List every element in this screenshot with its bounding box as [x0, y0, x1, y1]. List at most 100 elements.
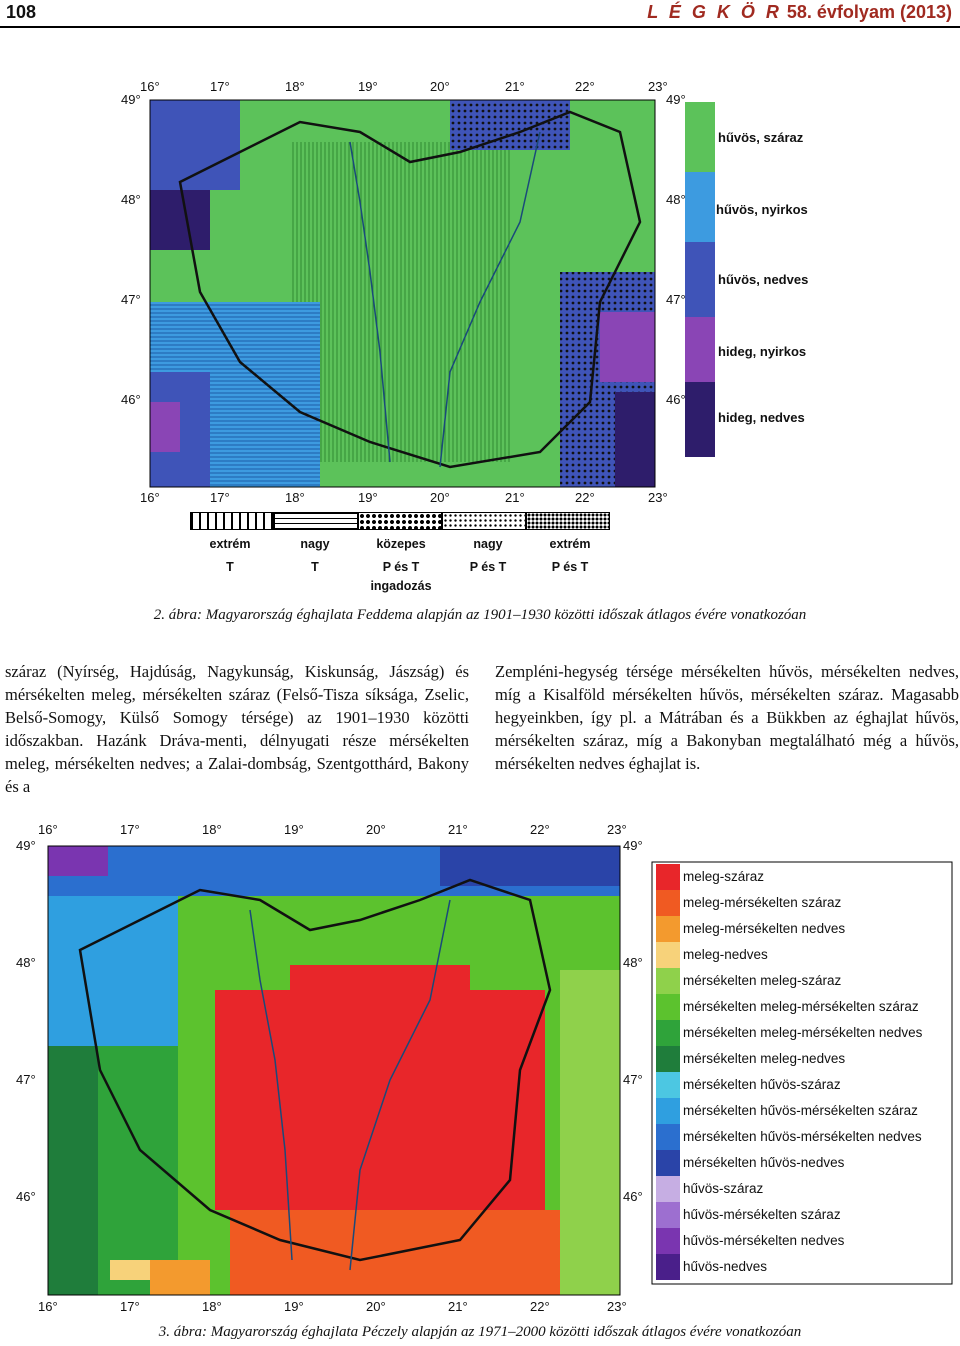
f3-legend-swatch-10: [656, 1124, 680, 1150]
f3-lon-top-23: 23°: [607, 822, 627, 837]
f3-legend-swatch-1: [656, 890, 680, 916]
f3-lon-bottom-19: 19°: [284, 1299, 304, 1314]
f2-lat-right-48: 48°: [666, 192, 686, 207]
legend-swatch-cool-wet: [685, 242, 715, 317]
pattern-label-line: ingadozás: [370, 579, 432, 593]
tisza-river: [349, 899, 451, 1271]
f3-legend-label-7: mérsékelten meleg-nedves: [683, 1051, 846, 1066]
f3-lat-right-47: 47°: [623, 1072, 643, 1087]
f3-lon-bottom-23: 23°: [607, 1299, 627, 1314]
body-text-right: Zempléni-hegység térsége mérsékelten hűv…: [495, 662, 959, 773]
nw-cool-zone: [48, 896, 178, 1046]
f2-lon-bottom-18: 18°: [285, 490, 305, 505]
f2-lon-top-23: 23°: [648, 79, 668, 94]
f3-legend-label-8: mérsékelten hűvös-száraz: [683, 1077, 841, 1092]
journal-volume: 58. évfolyam (2013): [781, 2, 952, 22]
pattern-label-large-t: nagy T: [280, 535, 350, 577]
pattern-large-t: [274, 512, 358, 530]
pattern-label-large-p-t: nagy P és T: [448, 535, 528, 577]
vertical-hatch-zone: [290, 142, 510, 462]
f3-legend-swatch-6: [656, 1020, 680, 1046]
f2-lon-top-17: 17°: [210, 79, 230, 94]
pattern-medium-p-t: [358, 512, 442, 530]
pattern-label-line: nagy: [300, 537, 330, 551]
pattern-label-line: nagy: [473, 537, 503, 551]
hungary-border: [78, 878, 552, 1262]
f3-legend-label-3: meleg-nedves: [683, 947, 768, 962]
f3-lon-bottom-18: 18°: [202, 1299, 222, 1314]
f3-legend-swatch-13: [656, 1202, 680, 1228]
f3-legend-label-4: mérsékelten meleg-száraz: [683, 973, 842, 988]
pattern-label-line: T: [311, 560, 319, 574]
f3-lat-left-49: 49°: [16, 838, 36, 853]
north-dotted-zone: [450, 100, 570, 150]
f3-lat-left-47: 47°: [16, 1072, 36, 1087]
f3-lon-top-18: 18°: [202, 822, 222, 837]
danube-river: [249, 909, 293, 1261]
f3-lon-bottom-17: 17°: [120, 1299, 140, 1314]
sw-cold-humid: [150, 402, 180, 452]
f3-lon-top-21: 21°: [448, 822, 468, 837]
sw-warm-wet-zone: [110, 1260, 150, 1280]
f3-legend-swatch-7: [656, 1046, 680, 1072]
legend-swatch-cool-dry: [685, 102, 715, 172]
f3-legend-swatch-9: [656, 1098, 680, 1124]
f3-legend-swatch-3: [656, 942, 680, 968]
pattern-label-line: extrém: [549, 537, 591, 551]
f3-lon-top-16: 16°: [38, 822, 58, 837]
legend-swatch-cool-humid: [685, 172, 715, 242]
pattern-label-line: P és T: [469, 560, 507, 574]
central-warm-dry-zone: [215, 990, 545, 1210]
f3-legend-label-15: hűvös-nedves: [683, 1259, 768, 1274]
f2-lat-left-48: 48°: [121, 192, 141, 207]
f3-legend-swatch-8: [656, 1072, 680, 1098]
f2-lon-bottom-23: 23°: [648, 490, 668, 505]
f3-lat-right-49: 49°: [623, 838, 643, 853]
f3-legend-swatch-0: [656, 864, 680, 890]
f2-lat-left-49: 49°: [121, 92, 141, 107]
f3-legend-label-9: mérsékelten hűvös-mérsékelten száraz: [683, 1103, 918, 1118]
f3-lat-left-48: 48°: [16, 955, 36, 970]
pattern-label-line: P és T: [382, 560, 420, 574]
hungary-border: [178, 110, 642, 469]
pattern-label-line: közepes: [376, 537, 426, 551]
f3-legend-swatch-15: [656, 1254, 680, 1280]
f2-lat-right-46: 46°: [666, 392, 686, 407]
pattern-label-line: P és T: [551, 560, 589, 574]
figure-3-map: [47, 845, 953, 1296]
f3-legend-swatch-4: [656, 968, 680, 994]
f3-lon-top-19: 19°: [284, 822, 304, 837]
east-cold-wet: [615, 392, 655, 487]
f2-lon-top-20: 20°: [430, 79, 450, 94]
figure-2-map: [149, 99, 715, 488]
f3-legend-swatch-5: [656, 994, 680, 1020]
f3-legend-swatch-14: [656, 1228, 680, 1254]
figure-3-legend-panel: [651, 861, 953, 1285]
sw-moderate-wet-zone: [98, 1046, 178, 1295]
f3-lon-top-17: 17°: [120, 822, 140, 837]
legend-swatch-cold-wet: [685, 382, 715, 457]
f3-legend-label-5: mérsékelten meleg-mérsékelten száraz: [683, 999, 919, 1014]
f3-legend-label-11: mérsékelten hűvös-nedves: [683, 1155, 845, 1170]
figure-3-legend-swatches: [656, 864, 680, 1280]
f2-lat-right-49: 49°: [666, 92, 686, 107]
f2-lon-bottom-20: 20°: [430, 490, 450, 505]
pattern-label-extreme-p-t: extrém P és T: [530, 535, 610, 577]
f3-lon-bottom-20: 20°: [366, 1299, 386, 1314]
page-number: 108: [6, 2, 37, 22]
nw-cool-moderate-wet-zone: [48, 846, 108, 876]
f2-lon-bottom-17: 17°: [210, 490, 230, 505]
pattern-extreme-t: [190, 512, 274, 530]
f3-lat-right-46: 46°: [623, 1189, 643, 1204]
f3-lon-bottom-16: 16°: [38, 1299, 58, 1314]
east-cold-humid: [600, 312, 655, 382]
f3-legend-label-1: meleg-mérsékelten száraz: [683, 895, 842, 910]
f2-legend-label-4: hideg, nedves: [718, 410, 805, 425]
f2-lat-left-46: 46°: [121, 392, 141, 407]
central-north-red-zone: [290, 965, 470, 1005]
f2-legend-label-2: hűvös, nedves: [718, 272, 809, 287]
f3-lon-bottom-21: 21°: [448, 1299, 468, 1314]
nw-cold-wet: [150, 190, 210, 250]
f2-legend-label-0: hűvös, száraz: [718, 130, 804, 145]
danube-river: [349, 141, 391, 463]
